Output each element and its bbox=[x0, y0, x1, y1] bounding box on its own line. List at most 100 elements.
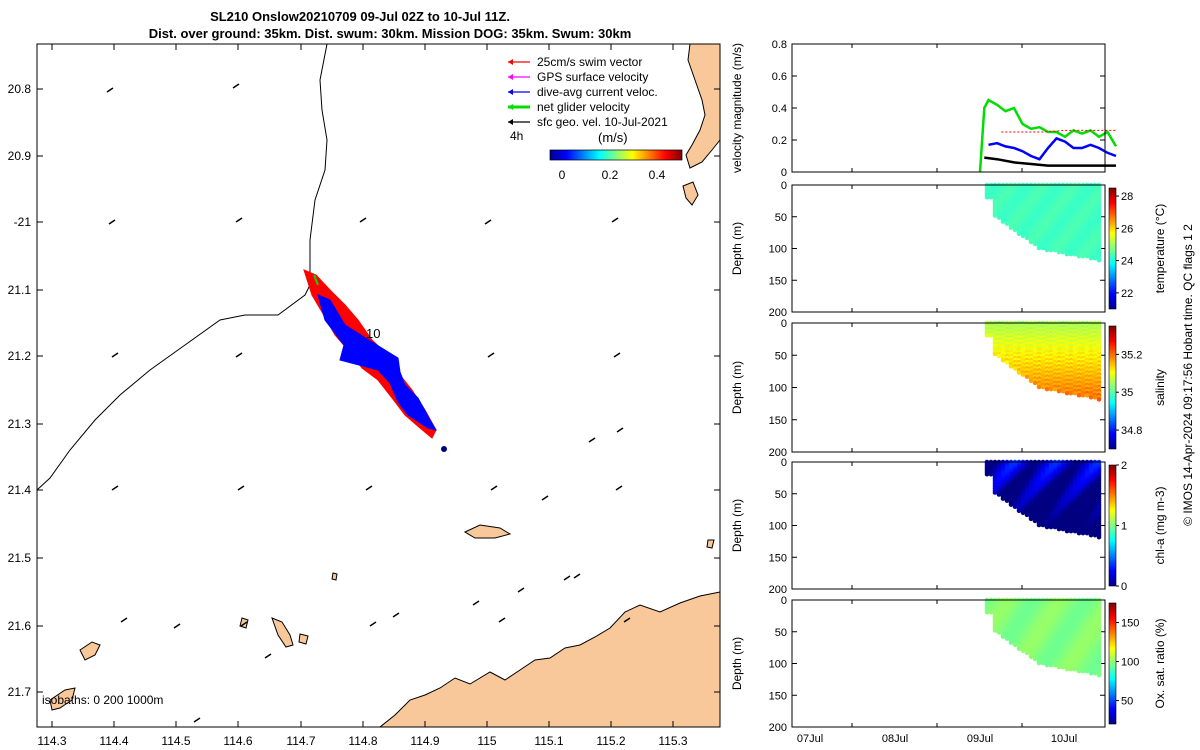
colorbar-tick-label: 28 bbox=[1121, 191, 1133, 203]
profile-cell bbox=[1052, 524, 1058, 530]
y-tick-label: 200 bbox=[769, 307, 787, 319]
profile-cell bbox=[1080, 668, 1086, 674]
velocity-arrow bbox=[517, 587, 525, 593]
y-axis-label: Depth (m) bbox=[730, 222, 744, 275]
profile-cell bbox=[1016, 508, 1022, 514]
velocity-arrow bbox=[365, 485, 373, 491]
velocity-arrow bbox=[359, 217, 367, 223]
profile-cell bbox=[1044, 386, 1050, 392]
lon-tick-label: 114.4 bbox=[99, 734, 128, 748]
profile-cell bbox=[1008, 640, 1014, 645]
y-tick-label: 150 bbox=[769, 415, 787, 427]
colorbar-tick-label: 2 bbox=[1121, 460, 1127, 472]
profile-cell bbox=[1036, 522, 1042, 528]
profile-cell bbox=[984, 471, 990, 477]
y-tick-label: 50 bbox=[775, 627, 787, 639]
profile-cell bbox=[1052, 386, 1058, 392]
y-tick-label: 100 bbox=[769, 521, 787, 533]
profile-cell bbox=[1064, 390, 1070, 396]
velocity-arrow bbox=[237, 485, 245, 491]
velocity-arrow bbox=[623, 617, 631, 623]
profile-cell bbox=[1028, 378, 1034, 384]
profile-cell bbox=[1084, 392, 1090, 398]
legend-extra-label: 4h bbox=[510, 129, 523, 143]
isobaths-label: isobaths: 0 200 1000m bbox=[42, 693, 163, 707]
velocity-arrow bbox=[235, 217, 243, 223]
profile-cell bbox=[1084, 530, 1090, 536]
y-tick-label: 150 bbox=[769, 690, 787, 702]
velocity-arrow bbox=[490, 485, 498, 491]
y-tick-label: 200 bbox=[769, 447, 787, 459]
panel-1: 0 50 100 150 200 Depth (m) 22 24 26 28 temperature… bbox=[730, 180, 1167, 319]
profile-cell bbox=[1088, 255, 1094, 261]
profile-cell bbox=[988, 471, 994, 477]
profile-cell bbox=[1040, 384, 1046, 390]
velocity-arrow bbox=[616, 427, 624, 433]
velocity-arrow bbox=[111, 352, 119, 358]
y-tick-label: 0.4 bbox=[772, 103, 787, 115]
profile-cell bbox=[1028, 654, 1034, 660]
profile-cell bbox=[1008, 225, 1014, 230]
panel-3: 0 50 100 150 200 Depth (m) 0 1 2 chl-a (mg m-3) bbox=[730, 457, 1167, 596]
profile-cell bbox=[1096, 534, 1102, 540]
velocity-arrow bbox=[615, 485, 623, 491]
velocity-arrow bbox=[235, 352, 243, 358]
legend-arrowhead bbox=[508, 59, 513, 65]
lon-tick-label: 114.9 bbox=[410, 734, 439, 748]
panel-colorbar bbox=[1108, 602, 1117, 725]
colorbar-label: salinity bbox=[1153, 369, 1167, 406]
x-tick-label: 09Jul bbox=[967, 733, 993, 745]
profile-cell bbox=[1048, 662, 1054, 668]
colorbar-tick-label: 35 bbox=[1121, 387, 1133, 399]
profile-cell bbox=[1064, 251, 1070, 257]
y-tick-label: 100 bbox=[769, 659, 787, 671]
y-tick-label: 50 bbox=[775, 350, 787, 362]
profile-cell bbox=[1036, 245, 1042, 251]
y-tick-label: 150 bbox=[769, 275, 787, 287]
profile-cell bbox=[984, 609, 990, 615]
profile-cell bbox=[1032, 380, 1038, 386]
profile-cell bbox=[1048, 386, 1054, 392]
profile-cell bbox=[1024, 374, 1030, 379]
velocity-arrow bbox=[173, 623, 181, 629]
velocity-arrow bbox=[573, 573, 581, 579]
profile-cell bbox=[996, 492, 1002, 497]
velocity-arrow bbox=[369, 621, 377, 627]
colorbar-tick-label: 50 bbox=[1121, 696, 1133, 708]
y-tick-label: 0.2 bbox=[772, 135, 787, 147]
profile-cell bbox=[1092, 395, 1098, 400]
colorbar-tick: 0.4 bbox=[649, 168, 666, 182]
profile-cell bbox=[1092, 532, 1098, 538]
profile-cell bbox=[1020, 648, 1026, 654]
velocity-arrow bbox=[563, 575, 571, 581]
profile-cell bbox=[1076, 253, 1082, 259]
x-tick-label: 07Jul bbox=[797, 733, 823, 745]
y-tick-label: 200 bbox=[769, 584, 787, 596]
profile-cell bbox=[1000, 357, 1006, 363]
chart-title-line2: Dist. over ground: 35km. Dist. swum: 30k… bbox=[148, 26, 632, 41]
profile-cell bbox=[1064, 528, 1070, 534]
y-tick-label: 0 bbox=[781, 180, 787, 192]
lat-tick-label: 21.5 bbox=[8, 551, 32, 565]
profile-cell bbox=[1092, 255, 1098, 261]
profile-cell bbox=[1000, 496, 1006, 501]
profile-cell bbox=[1016, 231, 1022, 237]
y-tick-label: 0.6 bbox=[772, 71, 787, 83]
y-tick-label: 50 bbox=[775, 489, 787, 501]
lon-tick-label: 114.8 bbox=[348, 734, 377, 748]
profile-cell bbox=[1044, 662, 1050, 668]
y-tick-label: 50 bbox=[775, 212, 787, 224]
profile-cell bbox=[1072, 390, 1078, 396]
profile-cell bbox=[1080, 530, 1086, 536]
profile-cell bbox=[1000, 634, 1006, 639]
profile-cell bbox=[1068, 390, 1074, 396]
legend-entry: sfc geo. vel. 10-Jul-2021 bbox=[537, 115, 668, 129]
y-axis-label: Depth (m) bbox=[730, 361, 744, 414]
timeseries-panels: 0 0.2 0.4 0.6 0.8 velocity magnitude (m/s) 0 50… bbox=[730, 39, 1167, 745]
profile-cell bbox=[1036, 384, 1042, 390]
lat-tick-label: 21.3 bbox=[8, 417, 32, 431]
chart-title-line1: SL210 Onslow20210709 09-Jul 02Z to 10-Ju… bbox=[210, 9, 510, 24]
profile-cell bbox=[1040, 245, 1046, 251]
